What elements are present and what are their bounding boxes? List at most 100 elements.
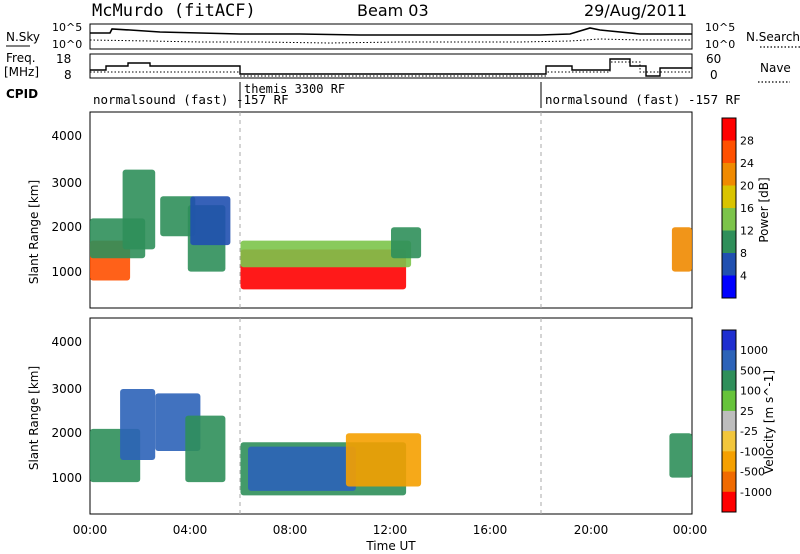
- velocity-colorbar-segment-4: [722, 410, 736, 432]
- velocity-panel: [89, 317, 693, 515]
- cpid-segment-3: normalsound (fast) -157 RF: [545, 92, 741, 107]
- velocity-y-ticks: 1000 2000 3000 4000: [51, 335, 82, 485]
- power-colorbar-segment-3: [722, 185, 736, 209]
- power-colorbar-tick-4: 4: [740, 270, 747, 283]
- noise-right-tick-bottom: 10^0: [705, 38, 735, 51]
- velocity-colorbar-segment-0: [722, 330, 736, 351]
- xtick-00: 00:00: [73, 523, 108, 537]
- velocity-colorbar-segment-1: [722, 350, 736, 371]
- xtick-04: 04:00: [173, 523, 208, 537]
- power-colorbar-label: Power [dB]: [757, 177, 771, 242]
- noise-left-tick-top: 10^5: [52, 21, 82, 34]
- power-colorbar-tick-24: 24: [740, 157, 754, 170]
- velocity-data: [90, 389, 692, 496]
- velocity-blob-1: [120, 389, 156, 460]
- power-blob-3: [160, 196, 196, 237]
- nave-tick-bottom: 0: [710, 68, 718, 82]
- velocity-ytick-3000: 3000: [51, 382, 82, 396]
- power-colorbar-tick-20: 20: [740, 180, 754, 193]
- power-colorbar-tick-28: 28: [740, 135, 754, 148]
- x-axis-label: Time UT: [365, 539, 416, 553]
- power-blob-8: [391, 227, 422, 259]
- power-panel: [89, 111, 693, 309]
- power-colorbar-segment-0: [722, 118, 736, 141]
- velocity-colorbar-tick-25: 25: [740, 405, 754, 418]
- velocity-ytick-2000: 2000: [51, 426, 82, 440]
- x-axis: 00:00 04:00 08:00 12:00 16:00 20:00 00:0…: [73, 523, 708, 553]
- xtick-16: 16:00: [473, 523, 508, 537]
- freq-panel-frame: [89, 53, 693, 79]
- nave-label: Nave: [760, 61, 791, 75]
- noise-sky-label: N.Sky: [6, 30, 40, 44]
- power-colorbar-tick-8: 8: [740, 247, 747, 260]
- xtick-08: 08:00: [273, 523, 308, 537]
- power-colorbar-tick-16: 16: [740, 202, 754, 215]
- power-colorbar-frame: [721, 117, 737, 299]
- velocity-colorbar: 1000 500 100 25 -25 -100 -500 -1000: [721, 329, 772, 513]
- power-colorbar: 28 24 20 16 12 8 4: [721, 117, 754, 299]
- power-colorbar-segment-2: [722, 163, 736, 186]
- beam-title: Beam 03: [357, 1, 429, 20]
- power-data: [90, 169, 692, 290]
- freq-tick-bottom: 8: [64, 68, 72, 82]
- velocity-colorbar-segment-5: [722, 431, 736, 452]
- velocity-colorbar-frame: [721, 329, 737, 513]
- power-ytick-2000: 2000: [51, 220, 82, 234]
- freq-label-1: Freq.: [6, 51, 36, 65]
- power-colorbar-segment-5: [722, 230, 736, 254]
- power-colorbar-segment-1: [722, 140, 736, 164]
- velocity-colorbar-tick-1000: 1000: [740, 344, 768, 357]
- velocity-blob-3: [185, 415, 226, 483]
- xtick-20: 20:00: [574, 523, 609, 537]
- power-y-ticks: 1000 2000 3000 4000: [51, 129, 82, 279]
- velocity-colorbar-tick--100: -100: [740, 445, 765, 458]
- power-colorbar-tick-12: 12: [740, 225, 754, 238]
- power-blob-7: [240, 240, 412, 268]
- noise-sky-line: [90, 27, 692, 36]
- power-colorbar-segment-6: [722, 253, 736, 276]
- freq-line: [90, 58, 692, 77]
- velocity-colorbar-segment-7: [722, 471, 736, 493]
- velocity-label-main: Velocity [m s^-1]: [762, 370, 776, 474]
- freq-tick-top: 18: [56, 52, 71, 66]
- noise-right-tick-top: 10^5: [705, 21, 735, 34]
- freq-label-2: [MHz]: [4, 65, 39, 79]
- xtick-24: 00:00: [673, 523, 708, 537]
- nave-tick-top: 60: [706, 52, 721, 66]
- power-ytick-4000: 4000: [51, 129, 82, 143]
- velocity-colorbar-tick--1000: -1000: [740, 486, 772, 499]
- power-colorbar-segment-7: [722, 275, 736, 299]
- velocity-y-label: Slant Range [km]: [27, 366, 41, 470]
- cpid-segment-2: themis 3300 RF: [244, 82, 345, 96]
- power-y-label: Slant Range [km]: [27, 180, 41, 284]
- noise-panel-frame: [89, 23, 693, 50]
- velocity-colorbar-tick--500: -500: [740, 466, 765, 479]
- velocity-ytick-4000: 4000: [51, 335, 82, 349]
- noise-search-label: N.Search: [746, 30, 800, 44]
- cpid-segment-1: normalsound (fast) -157 RF: [93, 92, 289, 107]
- power-blob-5: [190, 196, 231, 246]
- power-blob-9: [671, 227, 692, 272]
- velocity-blob-6: [345, 433, 422, 487]
- power-blob-2: [122, 169, 156, 250]
- velocity-colorbar-segment-6: [722, 451, 736, 472]
- noise-left-tick-bottom: 10^0: [52, 38, 82, 51]
- velocity-colorbar-segment-8: [722, 491, 736, 513]
- xtick-12: 12:00: [373, 523, 408, 537]
- power-colorbar-segment-4: [722, 208, 736, 231]
- velocity-ytick-1000: 1000: [51, 471, 82, 485]
- velocity-colorbar-tick-500: 500: [740, 364, 761, 377]
- velocity-colorbar-tick--25: -25: [740, 425, 758, 438]
- velocity-colorbar-segment-3: [722, 390, 736, 412]
- cpid-label: CPID: [6, 87, 38, 101]
- velocity-colorbar-segment-2: [722, 370, 736, 392]
- velocity-colorbar-label: Velocity [m s^-1]: [762, 370, 776, 474]
- velocity-blob-7: [669, 433, 692, 478]
- date-title: 29/Aug/2011: [584, 1, 687, 20]
- station-title: McMurdo (fitACF): [92, 1, 256, 21]
- velocity-blob-5: [248, 446, 356, 491]
- nave-line: [90, 61, 692, 77]
- power-ytick-1000: 1000: [51, 265, 82, 279]
- velocity-colorbar-tick-100: 100: [740, 385, 761, 398]
